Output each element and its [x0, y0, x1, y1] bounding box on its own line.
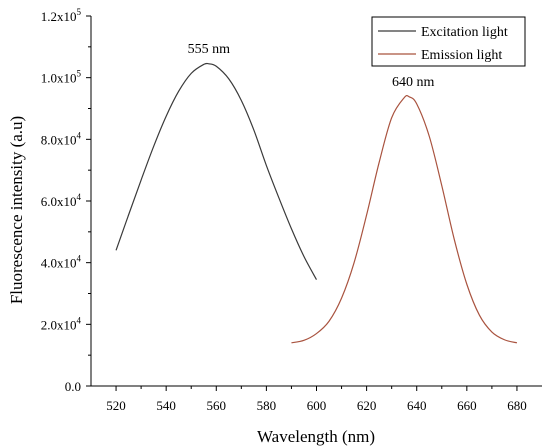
series-line-emission [291, 94, 518, 344]
peak-label-emission: 640 nm [392, 75, 435, 90]
y-axis-label: Fluorescence intensity (a.u) [7, 116, 26, 304]
annotations: 555 nm 640 nm [188, 42, 435, 90]
y-tick-label: 1.2x105 [41, 7, 82, 24]
x-tick-label: 660 [457, 398, 477, 413]
axes: 520 540 560 580 600 620 640 660 680 0.0 2.0x104 4.0… [41, 7, 542, 413]
y-tick-label: 8.0x104 [41, 130, 82, 147]
x-tick-label: 540 [156, 398, 176, 413]
x-tick-label: 600 [307, 398, 327, 413]
y-tick-label: 4.0x104 [41, 254, 82, 271]
legend-box [371, 16, 526, 67]
y-tick-label: 0.0 [65, 379, 81, 394]
series-line-excitation [115, 62, 318, 280]
x-tick-label: 620 [357, 398, 377, 413]
legend-label-emission: Emission light [421, 48, 502, 63]
x-tick-label: 680 [507, 398, 527, 413]
y-tick-label: 2.0x104 [41, 315, 82, 332]
series-layer [115, 62, 518, 344]
x-tick-label: 580 [257, 398, 277, 413]
x-tick-label: 560 [207, 398, 227, 413]
y-tick-label: 6.0x104 [41, 192, 82, 209]
x-axis-label: Wavelength (nm) [257, 427, 375, 446]
x-tick-label: 520 [106, 398, 126, 413]
y-tick-label: 1.0x105 [41, 69, 82, 86]
legend-label-excitation: Excitation light [421, 25, 508, 40]
legend: Excitation light Emission light [371, 16, 526, 67]
peak-label-excitation: 555 nm [188, 42, 231, 57]
x-tick-label: 640 [407, 398, 427, 413]
